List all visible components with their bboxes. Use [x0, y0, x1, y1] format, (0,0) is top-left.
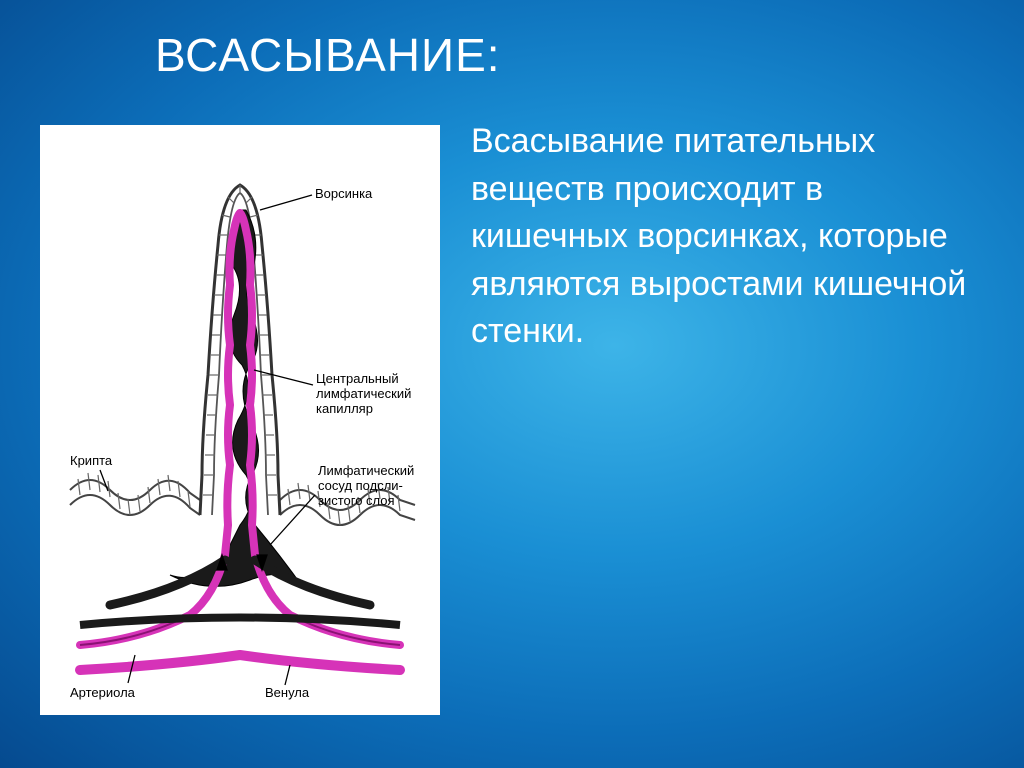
label-crypt: Крипта — [70, 453, 113, 468]
villus-diagram: Ворсинка Крипта Центральный лимфатически… — [50, 135, 430, 705]
label-villus: Ворсинка — [315, 186, 373, 201]
label-venule: Венула — [265, 685, 310, 700]
label-arteriole: Артериола — [70, 685, 136, 700]
label-lymph-3: зистого слоя — [318, 493, 395, 508]
slide-title: ВСАСЫВАНИЕ: — [155, 28, 501, 82]
label-central-1: Центральный — [316, 371, 399, 386]
label-lymph-1: Лимфатический — [318, 463, 414, 478]
label-central-2: лимфатический — [316, 386, 411, 401]
slide-body-text: Всасывание питательных веществ происходи… — [471, 118, 974, 356]
diagram-container: Ворсинка Крипта Центральный лимфатически… — [40, 125, 440, 715]
label-central-3: капилляр — [316, 401, 373, 416]
label-lymph-2: сосуд подсли- — [318, 478, 403, 493]
